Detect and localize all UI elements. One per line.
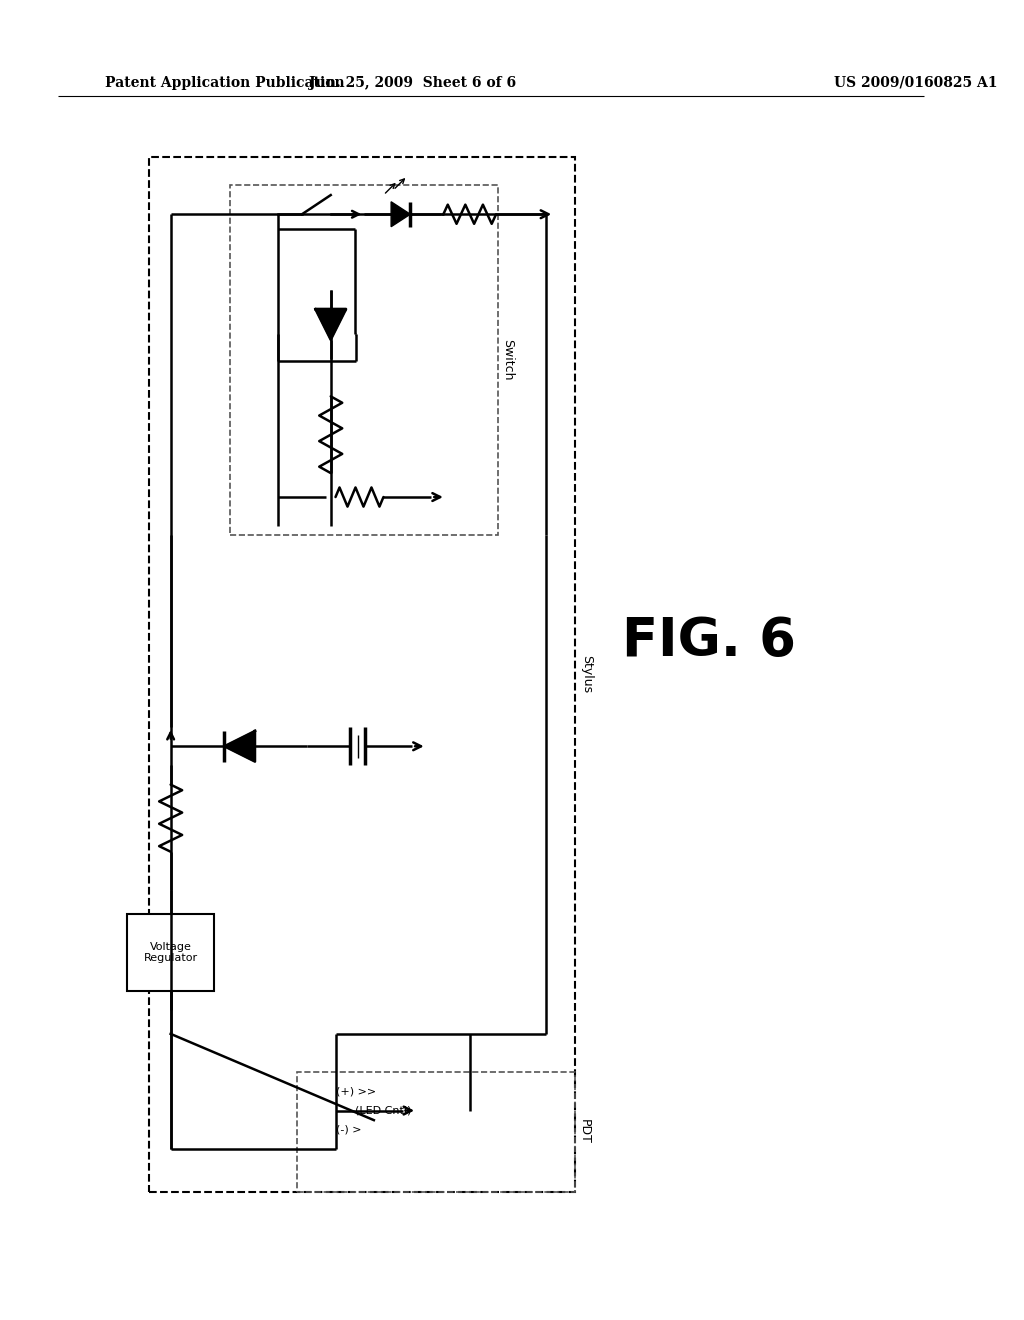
Text: Jun. 25, 2009  Sheet 6 of 6: Jun. 25, 2009 Sheet 6 of 6 <box>308 77 516 90</box>
Text: (-) >: (-) > <box>336 1125 361 1135</box>
Polygon shape <box>224 731 255 762</box>
Text: (LED Cntl): (LED Cntl) <box>354 1106 411 1115</box>
Bar <box>128 913 214 991</box>
Bar <box>297 1072 575 1192</box>
Text: US 2009/0160825 A1: US 2009/0160825 A1 <box>834 77 997 90</box>
Text: (+) >>: (+) >> <box>336 1086 376 1097</box>
Polygon shape <box>315 309 346 339</box>
Text: FIG. 6: FIG. 6 <box>623 615 797 667</box>
Text: Voltage
Regulator: Voltage Regulator <box>143 941 198 964</box>
Text: Patent Application Publication: Patent Application Publication <box>105 77 345 90</box>
Polygon shape <box>391 202 411 227</box>
Bar <box>230 186 499 536</box>
Text: PDT: PDT <box>579 1119 591 1144</box>
Text: Switch: Switch <box>502 339 514 380</box>
Bar <box>148 157 575 1192</box>
Text: Stylus: Stylus <box>580 655 593 693</box>
